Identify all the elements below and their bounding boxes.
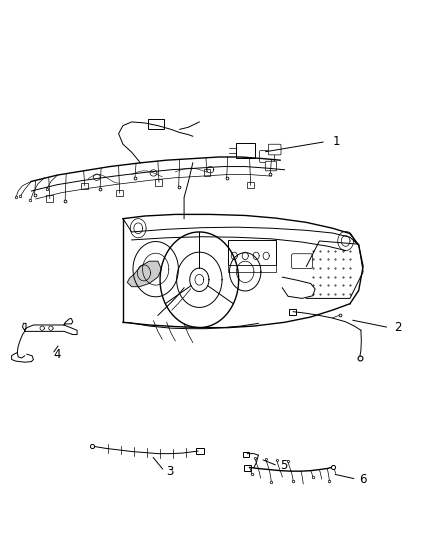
FancyBboxPatch shape bbox=[291, 254, 312, 269]
FancyBboxPatch shape bbox=[289, 309, 296, 316]
FancyBboxPatch shape bbox=[148, 119, 163, 130]
FancyBboxPatch shape bbox=[268, 144, 281, 155]
FancyBboxPatch shape bbox=[228, 265, 276, 272]
Text: 5: 5 bbox=[280, 459, 287, 472]
Text: 4: 4 bbox=[53, 348, 60, 361]
FancyBboxPatch shape bbox=[243, 451, 249, 457]
FancyBboxPatch shape bbox=[265, 161, 277, 171]
FancyBboxPatch shape bbox=[46, 195, 53, 201]
Text: 1: 1 bbox=[332, 135, 340, 148]
FancyBboxPatch shape bbox=[260, 151, 275, 163]
Text: 6: 6 bbox=[359, 473, 366, 486]
FancyBboxPatch shape bbox=[244, 465, 251, 471]
FancyBboxPatch shape bbox=[236, 143, 255, 158]
Text: 3: 3 bbox=[166, 465, 174, 478]
FancyBboxPatch shape bbox=[81, 182, 88, 189]
Text: 2: 2 bbox=[394, 321, 401, 334]
FancyBboxPatch shape bbox=[155, 179, 162, 185]
FancyBboxPatch shape bbox=[228, 240, 276, 265]
FancyBboxPatch shape bbox=[196, 448, 204, 454]
Polygon shape bbox=[127, 261, 161, 287]
FancyBboxPatch shape bbox=[204, 169, 211, 176]
FancyBboxPatch shape bbox=[116, 190, 123, 196]
FancyBboxPatch shape bbox=[247, 182, 254, 189]
